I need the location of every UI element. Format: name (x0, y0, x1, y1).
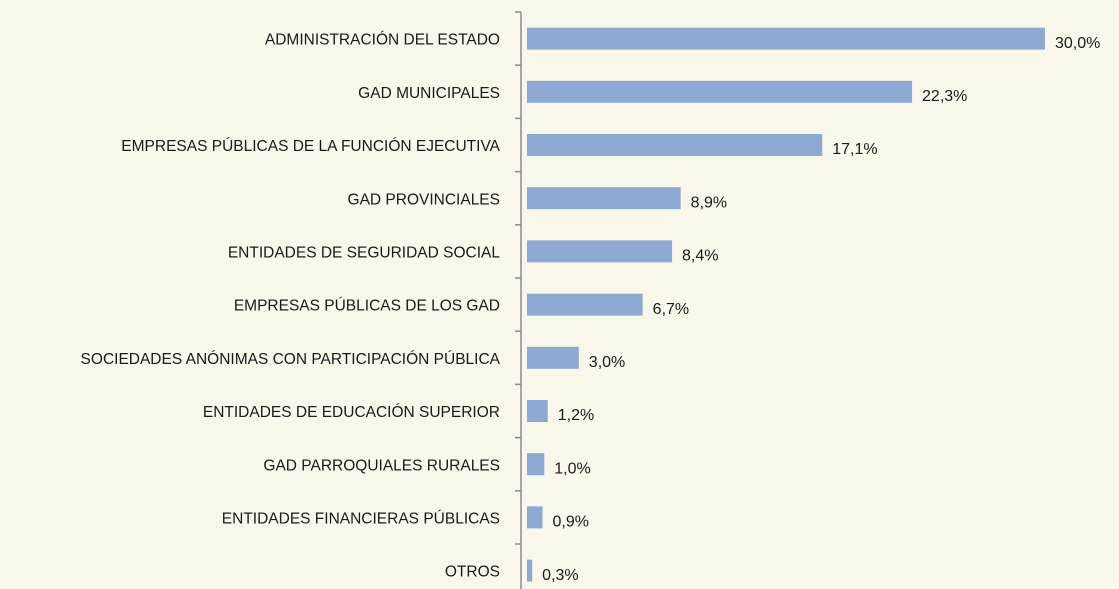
bar (527, 27, 1045, 50)
value-label: 22,3% (922, 88, 967, 105)
bar (527, 293, 643, 316)
value-label: 0,9% (553, 514, 589, 531)
bar (527, 240, 673, 263)
value-label: 30,0% (1055, 35, 1100, 52)
bar (527, 80, 913, 103)
value-label: 8,4% (682, 248, 718, 265)
value-label: 8,9% (691, 194, 727, 211)
bar (527, 400, 548, 422)
category-label: GAD PROVINCIALES (348, 191, 500, 208)
bar (527, 187, 681, 210)
bar (527, 506, 543, 529)
category-label: GAD PARROQUIALES RURALES (263, 457, 500, 474)
bar (527, 134, 823, 156)
category-label: ENTIDADES DE SEGURIDAD SOCIAL (228, 244, 501, 261)
bar (527, 346, 579, 369)
category-label: EMPRESAS PÚBLICAS DE LOS GAD (234, 298, 500, 315)
category-label: GAD MUNICIPALES (358, 85, 500, 102)
value-label: 17,1% (832, 141, 877, 158)
category-label: SOCIEDADES ANÓNIMAS CON PARTICIPACIÓN PÚ… (81, 351, 501, 368)
bar (527, 559, 533, 582)
value-label: 6,7% (653, 301, 689, 318)
category-label: ADMINISTRACIÓN DEL ESTADO (265, 32, 500, 49)
value-label: 1,2% (558, 407, 594, 424)
value-label: 3,0% (589, 354, 625, 371)
category-label: EMPRESAS PÚBLICAS DE LA FUNCIÓN EJECUTIV… (121, 138, 500, 155)
category-label: ENTIDADES FINANCIERAS PÚBLICAS (222, 510, 500, 527)
value-label: 1,0% (554, 460, 590, 477)
value-label: 0,3% (542, 567, 578, 584)
category-label: ENTIDADES DE EDUCACIÓN SUPERIOR (203, 404, 500, 421)
bar (527, 453, 545, 476)
category-label: OTROS (445, 564, 500, 581)
